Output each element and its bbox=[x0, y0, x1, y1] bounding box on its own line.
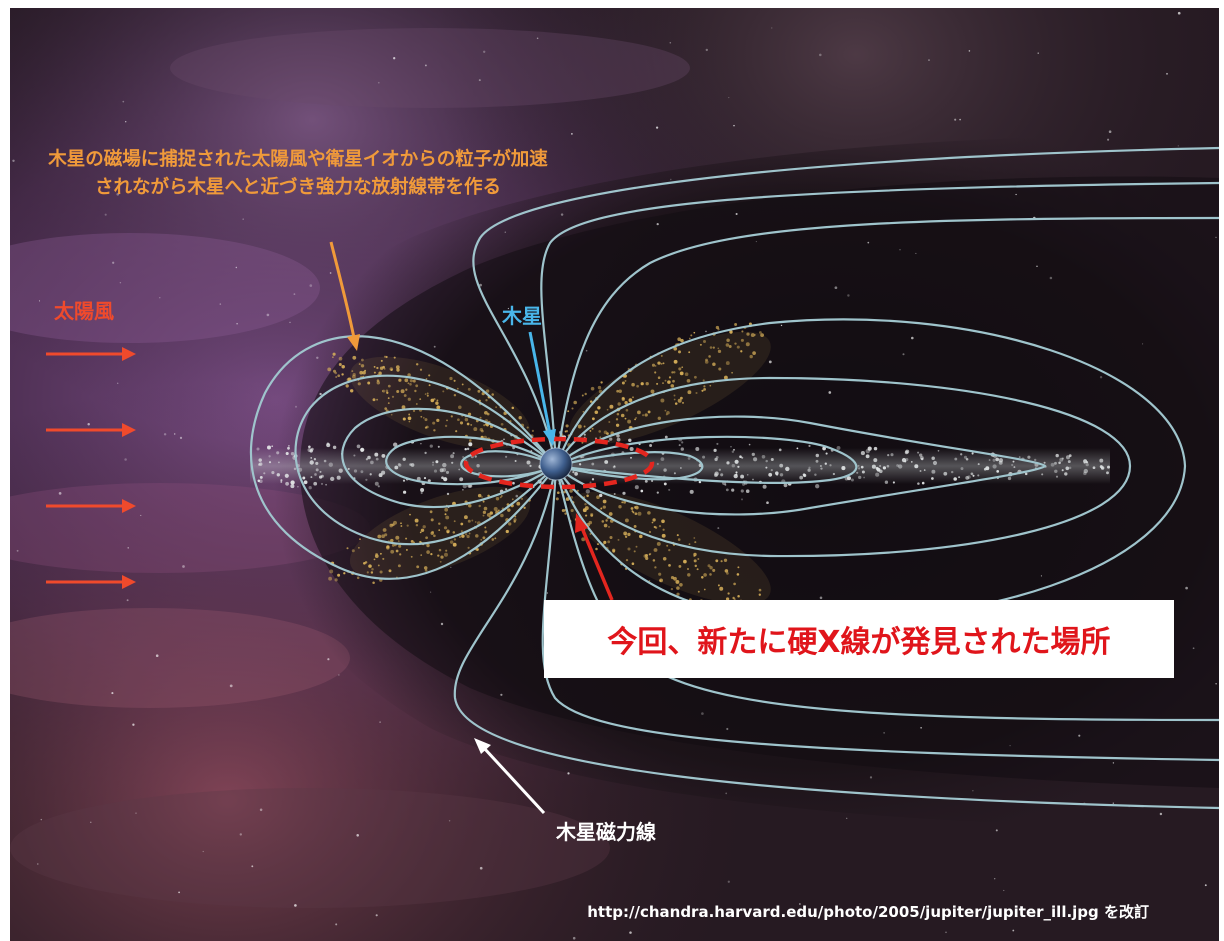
solar-wind-arrows bbox=[46, 347, 136, 589]
radiation-belt-dust bbox=[349, 331, 771, 605]
right-arrow-icon bbox=[46, 423, 136, 437]
field-line-pointer-arrow bbox=[474, 738, 546, 815]
radiation-belt-caption: 木星の磁場に捕捉された太陽風や衛星イオからの粒子が加速されながら木星へと近づき強… bbox=[48, 149, 548, 198]
hard-xray-callout-text: 今回、新たに硬X線が発見された場所 bbox=[607, 625, 1111, 660]
jupiter-planet-icon bbox=[540, 448, 572, 480]
right-arrow-icon bbox=[46, 499, 136, 513]
right-arrow-icon bbox=[46, 347, 136, 361]
jupiter-label: 木星 bbox=[502, 304, 542, 328]
right-arrow-icon bbox=[46, 575, 136, 589]
hard-xray-callout-box: 今回、新たに硬X線が発見された場所 bbox=[544, 600, 1174, 678]
solar-wind-label: 太陽風 bbox=[54, 299, 114, 323]
belt-pointer-arrow bbox=[329, 241, 360, 351]
hard-xray-region-marker bbox=[463, 436, 655, 490]
image-credit: http://chandra.harvard.edu/photo/2005/ju… bbox=[587, 903, 1149, 921]
illustration: 木星の磁場に捕捉された太陽風や衛星イオからの粒子が加速されながら木星へと近づき強… bbox=[10, 8, 1219, 941]
magnetic-field-line-label: 木星磁力線 bbox=[556, 820, 656, 844]
callout-pointer-arrow bbox=[575, 513, 614, 601]
magnetosphere-diagram bbox=[10, 8, 1219, 941]
jupiter-pointer-arrow bbox=[528, 331, 556, 446]
